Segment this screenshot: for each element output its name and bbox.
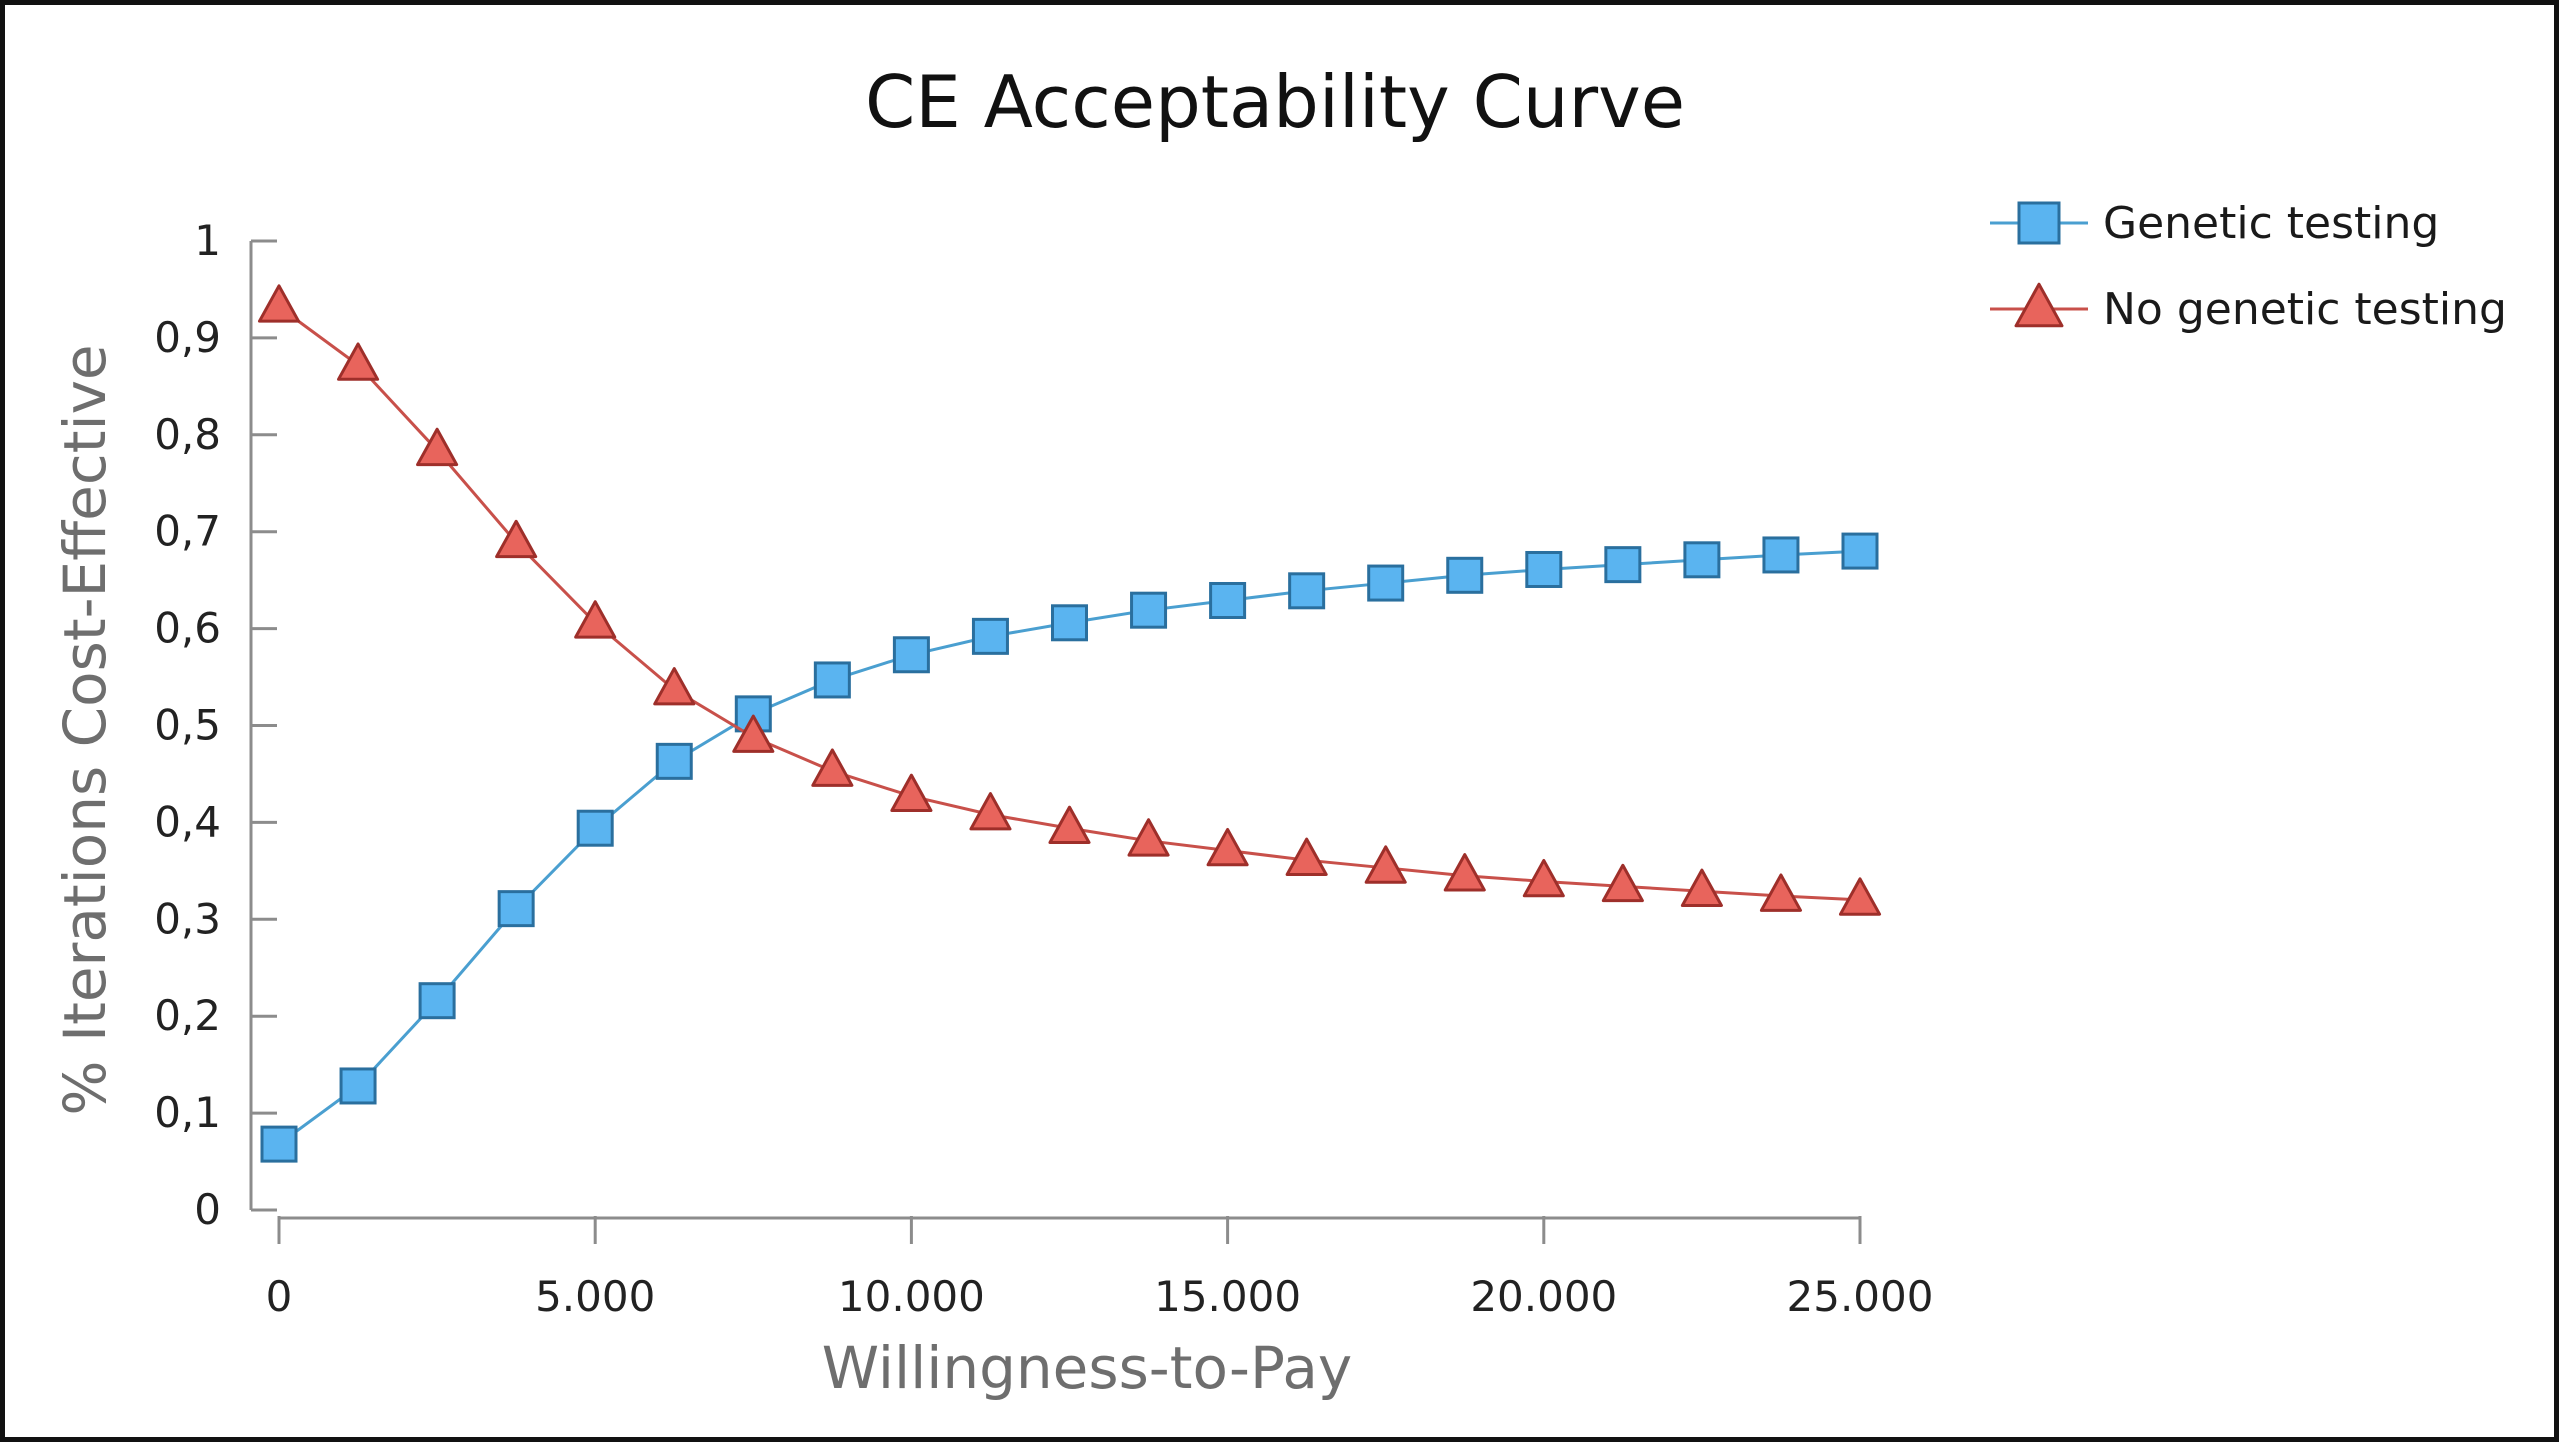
data-point-genetic-testing	[1841, 532, 1879, 570]
data-point-no-genetic-testing	[969, 792, 1012, 831]
data-point-no-genetic-testing	[1206, 827, 1249, 867]
data-point-genetic-testing	[1051, 604, 1088, 642]
x-axis-label: Willingness-to-Pay	[822, 1334, 1352, 1402]
data-point-genetic-testing	[1446, 556, 1484, 594]
data-point-genetic-testing	[1683, 541, 1721, 579]
y-tick-label: 0,3	[154, 894, 221, 943]
legend-label: No genetic testing	[2103, 284, 2507, 335]
y-axis-label: % Iterations Cost-Effective	[51, 344, 119, 1115]
data-point-genetic-testing	[971, 617, 1009, 655]
y-tick-label: 0,6	[154, 604, 221, 653]
data-point-genetic-testing	[260, 1125, 298, 1163]
legend-marker-triangle	[2014, 282, 2064, 328]
data-point-genetic-testing	[1604, 546, 1642, 584]
data-point-no-genetic-testing	[1443, 853, 1486, 892]
axes: 0 0,1 0,2 0,3 0,4 0,5 0,6 0,7 0,8 0,9 1 0 5.000 10.00…	[154, 216, 1933, 1321]
x-tick-label: 15.000	[1154, 1272, 1301, 1321]
legend-label: Genetic testing	[2103, 198, 2439, 249]
chart-title: CE Acceptability Curve	[865, 60, 1685, 144]
y-tick-label: 0,7	[154, 507, 221, 556]
y-tick-label: 0,9	[154, 313, 221, 362]
data-point-no-genetic-testing	[811, 748, 854, 787]
data-point-no-genetic-testing	[1601, 863, 1644, 903]
x-tick-label: 0	[266, 1272, 293, 1321]
data-point-no-genetic-testing	[1680, 868, 1723, 907]
x-tick-label: 20.000	[1470, 1272, 1617, 1321]
data-point-genetic-testing	[418, 982, 456, 1020]
data-point-genetic-testing	[339, 1067, 377, 1105]
data-point-no-genetic-testing	[1522, 858, 1565, 898]
y-tick-label: 0,5	[154, 701, 221, 750]
data-point-no-genetic-testing	[495, 519, 538, 559]
data-point-genetic-testing	[1367, 564, 1405, 602]
data-point-no-genetic-testing	[1364, 845, 1407, 884]
y-tick-label: 0,1	[154, 1088, 221, 1137]
data-point-no-genetic-testing	[1838, 877, 1882, 916]
data-point-genetic-testing	[1288, 572, 1326, 610]
x-tick-label: 25.000	[1787, 1272, 1934, 1321]
data-point-no-genetic-testing	[416, 427, 459, 467]
legend-item-no-genetic-testing: No genetic testing	[1990, 282, 2507, 335]
ce-acceptability-chart: CE Acceptability Curve 00,10,20,30,40,50…	[51, 60, 2507, 1402]
data-point-genetic-testing	[1762, 536, 1800, 574]
data-point-genetic-testing	[497, 890, 535, 928]
y-tick-label: 0,2	[154, 991, 221, 1040]
x-tick-label: 5.000	[535, 1272, 655, 1321]
data-point-no-genetic-testing	[732, 714, 775, 753]
series-no-genetic-testing	[257, 284, 1882, 916]
data-point-genetic-testing	[1209, 581, 1247, 619]
data-point-no-genetic-testing	[1285, 837, 1328, 876]
data-point-no-genetic-testing	[1759, 873, 1802, 912]
data-point-no-genetic-testing	[337, 342, 380, 381]
data-point-genetic-testing	[1525, 550, 1563, 588]
series-genetic-testing	[260, 532, 1879, 1163]
y-tick-label: 0	[194, 1185, 221, 1234]
y-tick-label: 1	[194, 216, 221, 265]
data-point-no-genetic-testing	[1127, 818, 1170, 857]
x-tick-label: 10.000	[838, 1272, 985, 1321]
legend-item-genetic-testing: Genetic testing	[1990, 198, 2439, 249]
data-point-genetic-testing	[576, 809, 614, 847]
y-tick-label: 0,8	[154, 410, 221, 459]
data-point-no-genetic-testing	[257, 284, 301, 323]
data-point-no-genetic-testing	[653, 667, 696, 706]
data-point-genetic-testing	[813, 661, 851, 699]
data-point-no-genetic-testing	[890, 773, 933, 813]
data-point-genetic-testing	[655, 742, 693, 780]
y-tick-label: 0,4	[154, 797, 221, 846]
data-point-genetic-testing	[892, 636, 930, 674]
legend: Genetic testing No genetic testing	[1990, 198, 2507, 335]
data-point-genetic-testing	[1130, 591, 1168, 629]
data-point-no-genetic-testing	[574, 600, 617, 639]
data-point-no-genetic-testing	[1048, 805, 1091, 844]
series-layer	[257, 284, 1882, 1163]
legend-marker-square	[2017, 201, 2061, 245]
